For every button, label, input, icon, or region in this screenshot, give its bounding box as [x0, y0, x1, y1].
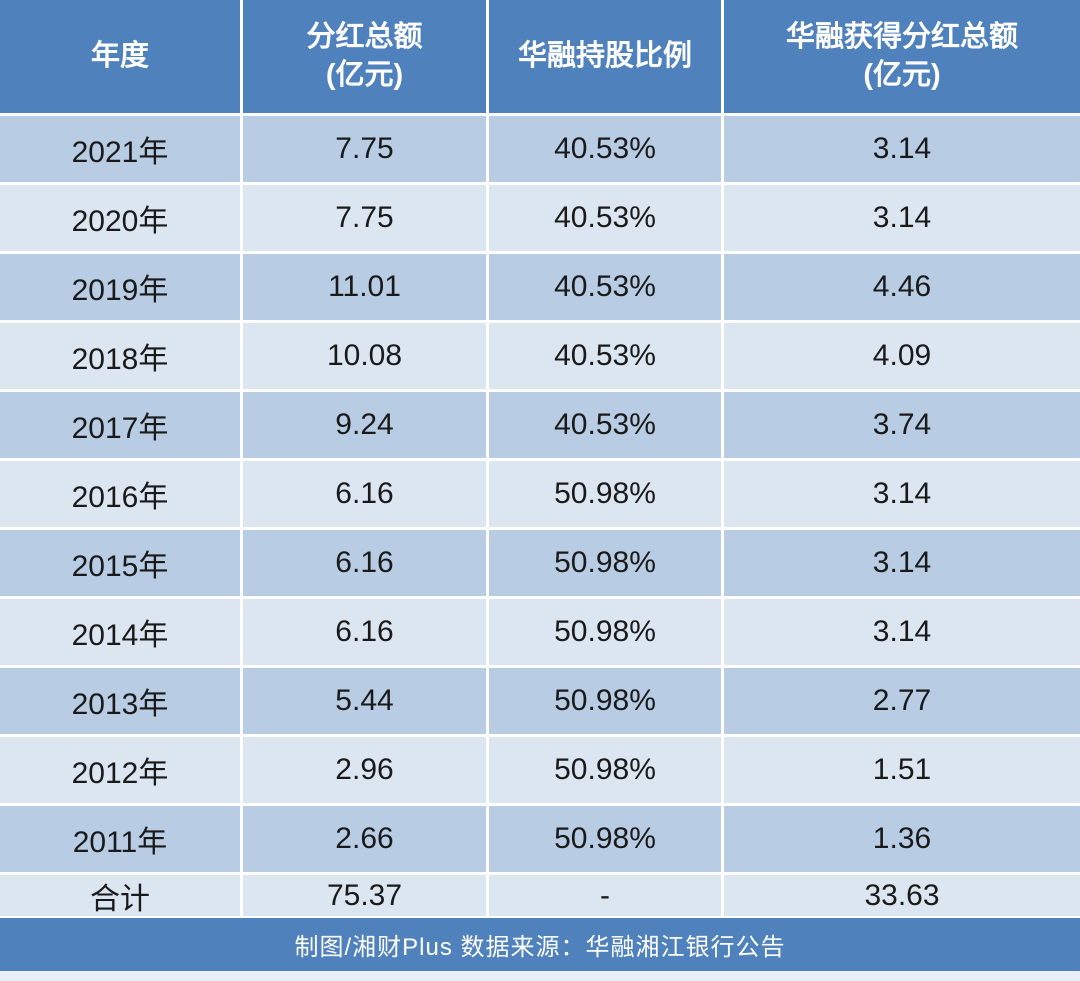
source-footer: 制图/湘财Plus 数据来源：华融湘江银行公告	[0, 918, 1080, 971]
cell-total-dividend: 5.44	[243, 668, 486, 734]
cell-total-dividend: 10.08	[243, 323, 486, 389]
cell-huarong-dividend: 3.14	[724, 461, 1080, 527]
cell-year: 2019年	[0, 254, 240, 320]
cell-huarong-dividend: 1.36	[724, 806, 1080, 872]
header-sub-label: (亿元)	[325, 58, 404, 91]
cell-huarong-ratio: 50.98%	[489, 737, 721, 803]
cell-year: 2013年	[0, 668, 240, 734]
cell-year: 2015年	[0, 530, 240, 596]
table-row: 2021年 7.75 40.53% 3.14	[0, 116, 1080, 182]
cell-total-dividend: 6.16	[243, 461, 486, 527]
cell-huarong-ratio: 50.98%	[489, 806, 721, 872]
header-label: 分红总额	[306, 20, 423, 53]
cell-huarong-dividend: 1.51	[724, 737, 1080, 803]
cell-huarong-ratio: 40.53%	[489, 392, 721, 458]
cell-huarong-dividend: 3.14	[724, 116, 1080, 182]
cell-total-dividend: 7.75	[243, 185, 486, 251]
header-label: 年度	[90, 39, 149, 72]
cell-huarong-ratio: 50.98%	[489, 461, 721, 527]
cell-huarong-dividend: 4.46	[724, 254, 1080, 320]
cell-huarong-ratio: 40.53%	[489, 254, 721, 320]
table-total-row: 合计 75.37-33.63	[0, 875, 1080, 916]
header-cell-total-dividend: 分红总额 (亿元)	[243, 0, 486, 113]
header-cell-huarong-ratio: 华融持股比例	[489, 0, 721, 113]
table-row: 2020年 7.75 40.53% 3.14	[0, 185, 1080, 251]
cell-year: 2011年	[0, 806, 240, 872]
header-cell-year: 年度	[0, 0, 240, 113]
cell-huarong-ratio: 40.53%	[489, 185, 721, 251]
table-body: 2021年 7.75 40.53% 3.14 2020年 7.75 40.53% 3.14 20…	[0, 113, 1080, 916]
cell-huarong-ratio: 50.98%	[489, 530, 721, 596]
cell-year: 合计	[0, 875, 240, 916]
table-row: 2015年 6.16 50.98% 3.14	[0, 530, 1080, 596]
cell-year: 2018年	[0, 323, 240, 389]
table-row: 2013年 5.44 50.98% 2.77	[0, 668, 1080, 734]
cell-total-dividend: 6.16	[243, 599, 486, 665]
cell-huarong-dividend: 3.14	[724, 599, 1080, 665]
table-row: 2017年 9.24 40.53% 3.74	[0, 392, 1080, 458]
cell-total-dividend: 7.75	[243, 116, 486, 182]
header-label: 华融持股比例	[517, 39, 692, 72]
header-label: 华融获得分红总额	[785, 20, 1018, 53]
cell-total-dividend: 2.96	[243, 737, 486, 803]
cell-huarong-dividend: 3.14	[724, 185, 1080, 251]
table-row: 2014年 6.16 50.98% 3.14	[0, 599, 1080, 665]
cell-total-dividend: 9.24	[243, 392, 486, 458]
cell-year: 2014年	[0, 599, 240, 665]
cell-huarong-dividend: 3.74	[724, 392, 1080, 458]
cell-huarong-dividend: 4.09	[724, 323, 1080, 389]
cell-year: 2020年	[0, 185, 240, 251]
cell-year: 2012年	[0, 737, 240, 803]
cell-huarong-ratio: 50.98%	[489, 668, 721, 734]
header-cell-huarong-dividend: 华融获得分红总额 (亿元)	[724, 0, 1080, 113]
table-row: 2012年 2.96 50.98% 1.51	[0, 737, 1080, 803]
bottom-strip	[0, 971, 1080, 981]
source-credit-text: 制图/湘财Plus 数据来源：华融湘江银行公告	[294, 934, 786, 961]
cell-year: 2021年	[0, 116, 240, 182]
header-sub-label: (亿元)	[863, 58, 941, 91]
cell-total-dividend: 11.01	[243, 254, 486, 320]
cell-year: 2017年	[0, 392, 240, 458]
table-row: 2016年 6.16 50.98% 3.14	[0, 461, 1080, 527]
cell-total-dividend: 6.16	[243, 530, 486, 596]
cell-total-dividend: 75.37	[243, 875, 486, 916]
table-header-row: 年度 分红总额 (亿元) 华融持股比例 华融获得分红总额 (亿元)	[0, 0, 1080, 113]
cell-huarong-ratio: 40.53%	[489, 323, 721, 389]
cell-huarong-dividend: 3.14	[724, 530, 1080, 596]
cell-huarong-dividend: 33.63	[724, 875, 1080, 916]
cell-total-dividend: 2.66	[243, 806, 486, 872]
table-row: 2019年 11.01 40.53% 4.46	[0, 254, 1080, 320]
table-row: 2018年 10.08 40.53% 4.09	[0, 323, 1080, 389]
cell-huarong-dividend: 2.77	[724, 668, 1080, 734]
cell-huarong-ratio: 40.53%	[489, 116, 721, 182]
table-row: 2011年 2.66 50.98% 1.36	[0, 806, 1080, 872]
cell-huarong-ratio: 50.98%	[489, 599, 721, 665]
cell-huarong-ratio: -	[489, 875, 721, 916]
cell-year: 2016年	[0, 461, 240, 527]
